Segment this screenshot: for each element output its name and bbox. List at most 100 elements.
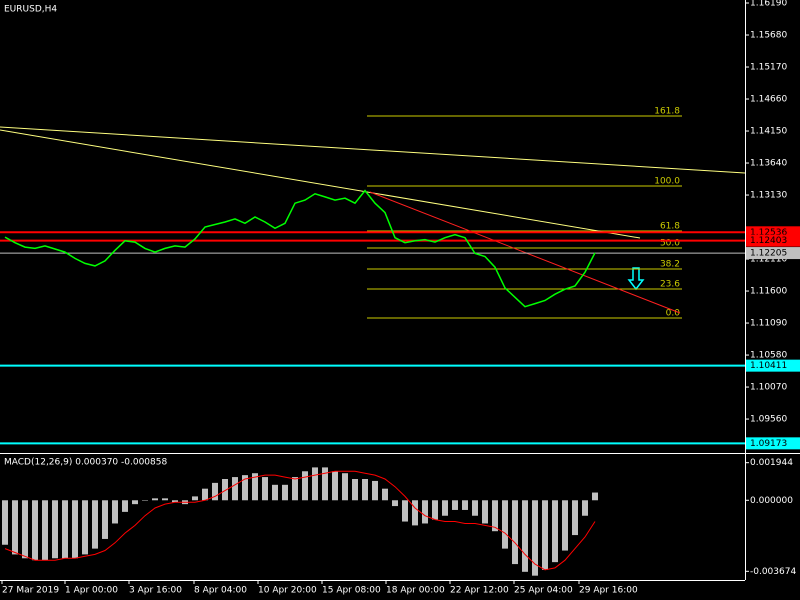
macd-bar [252, 473, 258, 501]
y-tick-label: 1.13130 [750, 191, 787, 201]
macd-bar [512, 500, 518, 565]
y-tick-label: 1.13640 [750, 159, 787, 169]
macd-bar [572, 500, 578, 536]
fibo-label: 100.0 [654, 176, 680, 186]
macd-bar [82, 500, 88, 555]
macd-bar [242, 475, 248, 501]
fibo-label: 61.8 [660, 221, 680, 231]
y-tick-label: 1.16190 [750, 0, 787, 9]
macd-bar [62, 500, 68, 559]
macd-bar [172, 500, 178, 503]
y-tick-label: 1.09560 [750, 415, 787, 425]
fibo-label: 38.2 [660, 260, 680, 270]
macd-bar [522, 500, 528, 572]
y-tick-label: 0.000000 [750, 496, 793, 506]
macd-bar [462, 500, 468, 510]
fibo-label: 23.6 [660, 280, 680, 290]
macd-bar [142, 500, 148, 501]
macd-bar [122, 500, 128, 512]
macd-bar [482, 500, 488, 524]
macd-title: MACD(12,26,9) 0.000370 -0.000858 [4, 458, 167, 468]
macd-bar [2, 500, 8, 545]
x-tick-label: 1 Apr 00:00 [65, 586, 118, 596]
macd-bar [402, 500, 408, 522]
x-tick-label: 22 Apr 12:00 [450, 586, 509, 596]
y-tick-label: 1.11600 [750, 287, 787, 297]
macd-bar [342, 473, 348, 501]
macd-bar [202, 488, 208, 501]
macd-bar [372, 480, 378, 501]
macd-bar [12, 500, 18, 555]
y-tick-label: 1.12110 [750, 255, 787, 265]
macd-bar [362, 479, 368, 501]
macd-bar [432, 500, 438, 520]
x-tick-label: 18 Apr 00:00 [386, 586, 445, 596]
x-tick-label: 10 Apr 20:00 [258, 586, 317, 596]
macd-bar [502, 500, 508, 549]
price-label: 1.09173 [750, 439, 787, 449]
fibo-label: 161.8 [654, 107, 680, 117]
macd-bar [382, 488, 388, 501]
macd-bar [442, 500, 448, 516]
price-label-box [746, 247, 800, 260]
macd-bar [392, 500, 398, 507]
trendline [0, 129, 641, 239]
macd-bar [452, 500, 458, 510]
x-tick-label: 8 Apr 04:00 [194, 586, 247, 596]
macd-bar [222, 479, 228, 501]
macd-bar [152, 498, 158, 501]
x-tick-label: 29 Apr 16:00 [579, 586, 638, 596]
macd-bar [162, 498, 168, 501]
price-label: 1.10411 [750, 361, 787, 371]
y-tick-label: -0.003674 [750, 567, 796, 577]
macd-bar [112, 500, 118, 524]
macd-bar [422, 500, 428, 524]
macd-bar [542, 500, 548, 570]
macd-bar [322, 467, 328, 501]
trendline [0, 126, 746, 174]
y-tick-label: 1.15680 [750, 31, 787, 41]
macd-bar [352, 479, 358, 501]
macd-bar [302, 471, 308, 501]
x-tick-label: 27 Mar 2019 [2, 586, 59, 596]
fibo-label: 50.0 [660, 238, 680, 248]
price-label-box [746, 359, 800, 372]
price-line [4, 189, 596, 308]
macd-bar [132, 500, 138, 505]
macd-bar [312, 467, 318, 501]
signal-line [4, 470, 596, 571]
x-tick-label: 25 Apr 04:00 [514, 586, 573, 596]
macd-bar [22, 500, 28, 559]
macd-bar [72, 500, 78, 559]
x-tick-label: 15 Apr 08:00 [322, 586, 381, 596]
macd-bar [292, 477, 298, 501]
macd-bar [472, 500, 478, 516]
macd-bar [32, 500, 38, 561]
price-label: 1.12403 [750, 236, 787, 246]
macd-bar [532, 500, 538, 576]
macd-bar [52, 500, 58, 559]
x-tick-label: 3 Apr 16:00 [129, 586, 182, 596]
y-tick-label: 1.11090 [750, 319, 787, 329]
fibo-label: 0.0 [666, 309, 681, 319]
macd-bar [192, 496, 198, 501]
macd-bar [492, 500, 498, 532]
y-tick-label: 1.14150 [750, 127, 787, 137]
macd-bar [562, 500, 568, 551]
macd-bar [582, 500, 588, 516]
macd-bar [592, 492, 598, 501]
price-label-box [746, 234, 800, 247]
macd-bar [232, 477, 238, 501]
macd-bar [332, 471, 338, 501]
macd-bar [282, 484, 288, 501]
down-arrow [627, 267, 645, 291]
macd-bar [92, 500, 98, 549]
y-tick-label: 1.10580 [750, 351, 787, 361]
chart-title: EURUSD,H4 [4, 5, 57, 15]
price-label: 1.12536 [750, 228, 787, 238]
macd-bar [552, 500, 558, 563]
macd-bar [42, 500, 48, 561]
price-label: 1.12205 [750, 249, 787, 259]
